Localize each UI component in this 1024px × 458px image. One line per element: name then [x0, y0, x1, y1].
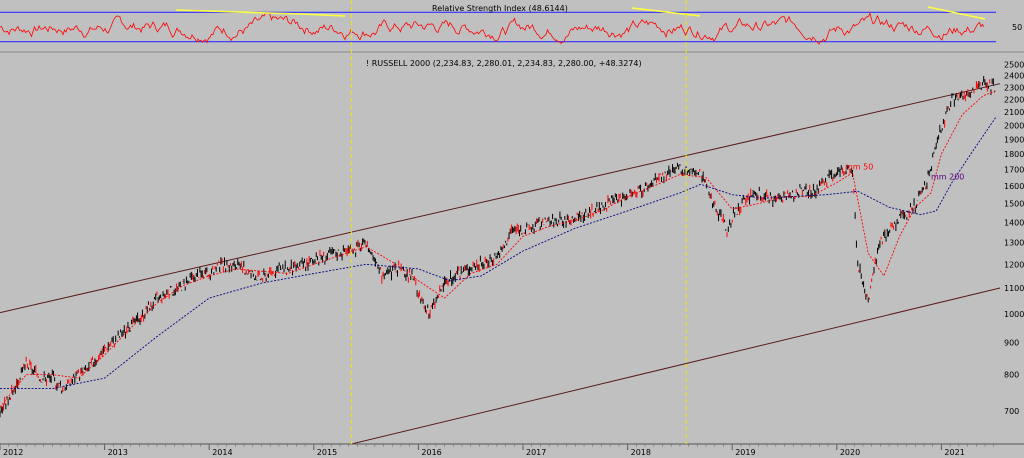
price-title: ! RUSSELL 2000 (2,234.83, 2,280.01, 2,23… [366, 59, 642, 68]
x-tick-label: 2013 [108, 448, 128, 457]
ma200-line [0, 117, 997, 390]
x-tick-label: 2016 [421, 448, 441, 457]
y-tick-label: 1100 [1004, 284, 1024, 293]
y-tick-label: 2100 [1004, 108, 1024, 117]
y-tick-label: 1500 [1004, 200, 1024, 209]
y-tick-label: 2300 [1004, 83, 1024, 92]
ma200-annotation: mm 200 [931, 172, 964, 181]
y-tick-label: 800 [1004, 371, 1019, 380]
y-tick-label: 1700 [1004, 166, 1024, 175]
rsi-panel: 50 [0, 6, 1022, 45]
y-tick-label: 1800 [1004, 150, 1024, 159]
x-tick-label: 2014 [212, 448, 232, 457]
x-tick-label: 2020 [840, 448, 860, 457]
y-tick-label: 1200 [1004, 260, 1024, 269]
y-tick-label: 2500 [1004, 61, 1024, 70]
rsi-tick-label: 50 [1012, 23, 1022, 32]
x-tick-label: 2012 [3, 448, 23, 457]
ma50-line [0, 90, 996, 408]
rsi-trend-line [631, 7, 701, 17]
y-tick-label: 1600 [1004, 182, 1024, 191]
rsi-trend-line [175, 9, 301, 15]
rsi-title: Relative Strength Index (48.6144) [432, 4, 568, 13]
y-tick-label: 2400 [1004, 72, 1024, 81]
price-panel: 700 800 900 1000 1100 1200 1300 1400 1500 1600 170… [0, 61, 1024, 457]
y-tick-label: 2200 [1004, 95, 1024, 104]
y-tick-label: 1300 [1004, 239, 1024, 248]
y-tick-label: 1000 [1004, 310, 1024, 319]
y-tick-label: 1400 [1004, 218, 1024, 227]
rsi-trend-line [927, 6, 986, 20]
x-tick-label: 2018 [631, 448, 651, 457]
channel-upper-line [0, 83, 1001, 314]
y-tick-label: 2000 [1004, 121, 1024, 130]
y-tick-label: 700 [1004, 407, 1019, 416]
x-tick-label: 2017 [526, 448, 546, 457]
y-tick-label: 1900 [1004, 135, 1024, 144]
x-tick-label: 2019 [735, 448, 755, 457]
rsi-line [0, 11, 985, 45]
y-tick-label: 900 [1004, 339, 1019, 348]
x-tick-label: 2015 [317, 448, 337, 457]
rsi-trend-line [299, 13, 346, 17]
ma50-annotation: mm 50 [845, 163, 873, 172]
channel-lower-line [351, 287, 1001, 445]
x-tick-label: 2021 [944, 448, 964, 457]
